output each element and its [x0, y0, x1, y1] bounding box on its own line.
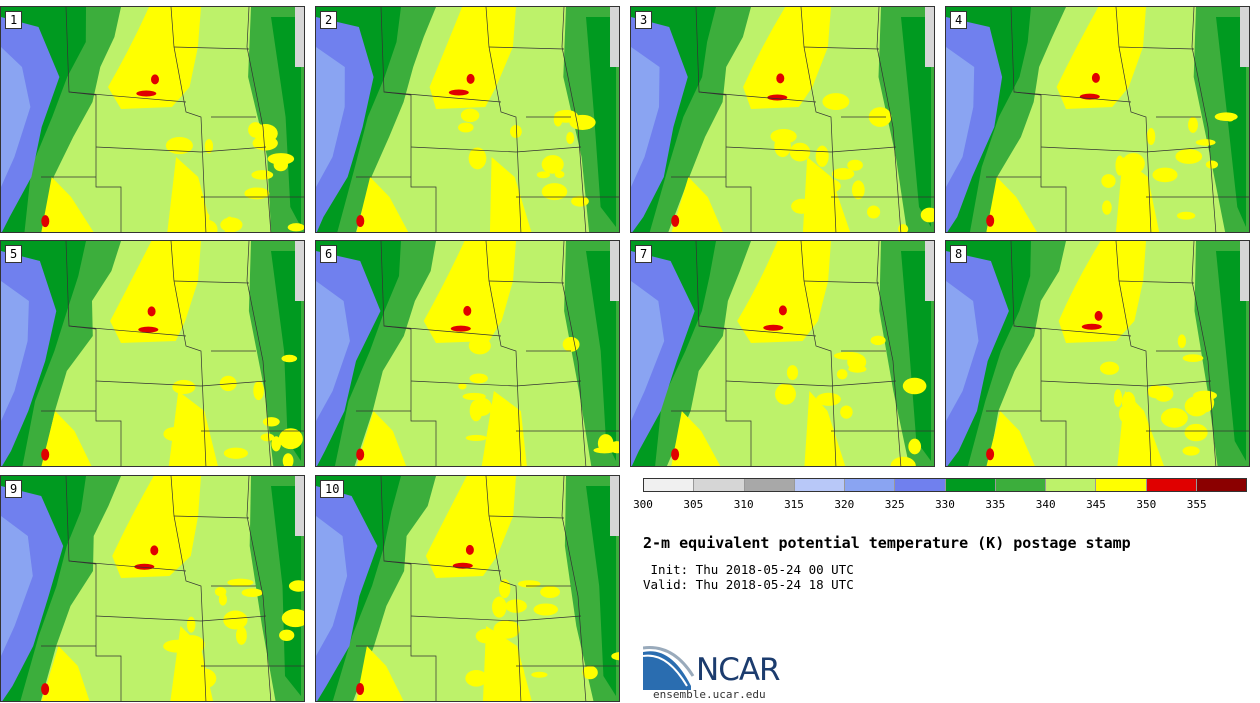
colorbar-tick-label: 325 [884, 498, 905, 511]
member-number: 1 [5, 11, 23, 29]
colorbar-segment [1145, 479, 1196, 491]
colorbar-tick-label: 340 [1035, 498, 1056, 511]
colorbar-segment [644, 479, 694, 491]
member-panel-8: 8 [945, 240, 1250, 467]
member-map [1, 476, 304, 701]
colorbar-segment [693, 479, 744, 491]
member-panel-9: 9 [0, 475, 305, 702]
member-panel-7: 7 [630, 240, 935, 467]
colorbar-segment [944, 479, 995, 491]
colorbar-segment [1095, 479, 1146, 491]
member-map [316, 7, 619, 232]
member-number: 9 [5, 480, 23, 498]
member-panel-6: 6 [315, 240, 620, 467]
colorbar-tick-label: 315 [784, 498, 804, 511]
colorbar-segment [994, 479, 1045, 491]
colorbar [643, 478, 1247, 492]
member-map [316, 241, 619, 466]
member-number: 8 [950, 245, 968, 263]
member-number: 2 [320, 11, 338, 29]
colorbar-tick-label: 310 [733, 498, 754, 511]
ncar-logo-icon [643, 646, 695, 690]
colorbar-tick-label: 305 [683, 498, 704, 511]
member-number: 7 [635, 245, 653, 263]
member-number: 4 [950, 11, 968, 29]
logo-url: ensemble.ucar.edu [653, 688, 766, 701]
member-map [316, 476, 619, 701]
member-panel-2: 2 [315, 6, 620, 233]
valid-time: Valid: Thu 2018-05-24 18 UTC [643, 577, 854, 592]
member-map [1, 7, 304, 232]
member-panel-10: 10 [315, 475, 620, 702]
colorbar-segment [793, 479, 844, 491]
member-map [631, 241, 934, 466]
colorbar-segment [743, 479, 794, 491]
colorbar-segment [1045, 479, 1096, 491]
member-map [946, 241, 1249, 466]
colorbar-segment [844, 479, 895, 491]
colorbar-tick-label: 300 [633, 498, 653, 511]
colorbar-tick-label: 320 [834, 498, 855, 511]
member-map [946, 7, 1249, 232]
member-panel-1: 1 [0, 6, 305, 233]
colorbar-tick-label: 335 [985, 498, 1006, 511]
colorbar-segment [894, 479, 945, 491]
member-number: 6 [320, 245, 338, 263]
member-map [631, 7, 934, 232]
colorbar-tick-label: 355 [1186, 498, 1207, 511]
member-panel-5: 5 [0, 240, 305, 467]
ncar-logo-text: NCAR [696, 652, 781, 688]
colorbar-tick-label: 330 [935, 498, 955, 511]
init-time: Init: Thu 2018-05-24 00 UTC [643, 562, 854, 577]
chart-title: 2-m equivalent potential temperature (K)… [643, 534, 1131, 552]
colorbar-tick-label: 350 [1136, 498, 1157, 511]
colorbar-tick-label: 345 [1086, 498, 1106, 511]
colorbar-segment [1195, 479, 1246, 491]
member-panel-3: 3 [630, 6, 935, 233]
member-number: 5 [5, 245, 23, 263]
member-panel-4: 4 [945, 6, 1250, 233]
member-number: 3 [635, 11, 653, 29]
member-number: 10 [320, 480, 345, 498]
member-map [1, 241, 304, 466]
